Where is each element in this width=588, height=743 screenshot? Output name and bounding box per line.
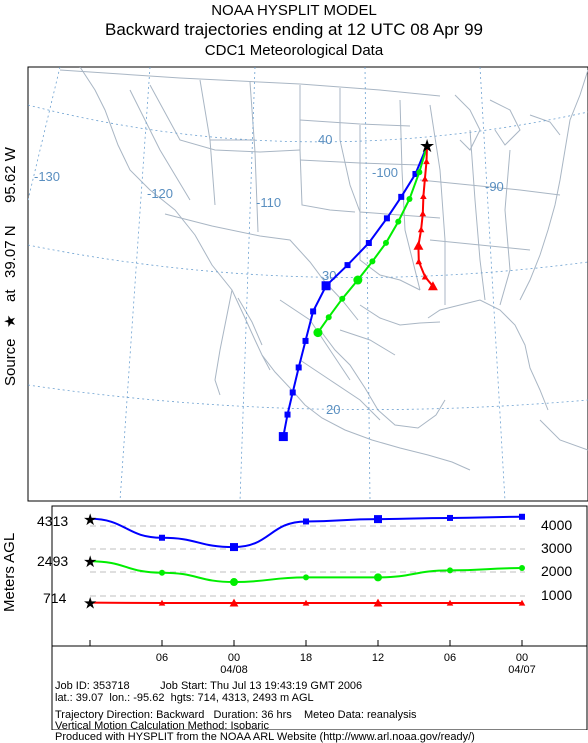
x-tick-label: 12: [372, 652, 384, 664]
height-point-4313: [303, 518, 309, 524]
trajectory-point-2493: [383, 240, 389, 246]
height-point-4313: [374, 515, 382, 523]
height-trajectories: ★ ★ ★: [83, 512, 525, 613]
height-axis-title: Meters AGL: [1, 533, 18, 612]
trajectory-point-4313: [322, 281, 331, 290]
latitude-line-40: [28, 105, 588, 142]
x-tick-label: 06: [444, 652, 456, 664]
y-tick-2000: 2000: [541, 563, 572, 579]
height-start-star-icon: ★: [83, 596, 97, 613]
height-start-star-icon: ★: [83, 512, 97, 529]
x-tick-label: 06: [156, 652, 168, 664]
lon-label-120: -120: [147, 186, 173, 201]
lon-label-100: -100: [372, 165, 398, 180]
map-trajectories: [279, 146, 438, 441]
height-point-4313: [159, 535, 165, 541]
height-point-4313: [230, 543, 238, 551]
height-start-star-icon: ★: [83, 554, 97, 571]
trajectory-point-2493: [353, 276, 362, 285]
source-location-label: Source ★ at 39.07 N 95.62 W: [2, 146, 19, 386]
start-height-mid: 2493: [37, 553, 68, 569]
longitude-line-90: [480, 67, 505, 501]
trajectory-point-2493: [326, 314, 332, 320]
trajectory-point-714: [420, 210, 427, 216]
height-x-labels: 06 00 18 12 06 00 04/08 04/07: [156, 652, 536, 676]
trajectory-point-4313: [290, 390, 296, 396]
trajectory-point-714: [415, 258, 422, 264]
start-height-labels: 4313 2493 714: [37, 513, 68, 606]
height-point-4313: [519, 514, 525, 520]
source-label-lon: 95.62 W: [2, 146, 19, 203]
source-label-star-icon: ★: [2, 315, 19, 328]
trajectory-point-4313: [296, 364, 302, 370]
trajectory-point-2493: [395, 219, 401, 225]
source-label-at: at: [2, 289, 19, 302]
source-label-lat: 39.07 N: [2, 225, 19, 278]
height-x-ticks: [90, 640, 522, 646]
trajectory-point-4313: [310, 308, 316, 314]
trajectory-point-4313: [398, 194, 404, 200]
height-point-4313: [447, 515, 453, 521]
map-area: 40 30 20 -130 -120 -110 -100 -90 ★: [28, 67, 588, 501]
lat-label-40: 40: [318, 132, 332, 147]
lon-label-110: -110: [256, 195, 281, 210]
trajectory-line-4313: [283, 146, 427, 437]
footer-job-line: Job ID: 353718 Job Start: Thu Jul 13 19:…: [55, 680, 362, 692]
footer-location-line: lat.: 39.07 lon.: -95.62 hgts: 714, 4313…: [55, 692, 314, 704]
lat-label-30: 30: [322, 268, 336, 283]
height-point-2493: [230, 578, 238, 586]
x-tick-label: 00: [516, 652, 528, 664]
start-height-low: 714: [43, 590, 67, 606]
height-point-2493: [159, 570, 165, 576]
trajectory-point-714: [420, 193, 427, 199]
trajectory-point-2493: [339, 296, 345, 302]
graticule-labels: 40 30 20 -130 -120 -110 -100 -90: [34, 132, 504, 417]
x-tick-label: 00: [228, 652, 240, 664]
lat-label-20: 20: [326, 402, 340, 417]
lon-label-130: -130: [34, 169, 60, 184]
trajectory-point-714: [413, 241, 423, 250]
height-axis-title-text: Meters AGL: [1, 533, 18, 612]
trajectory-point-4313: [279, 432, 288, 441]
trajectory-point-4313: [384, 215, 390, 221]
height-panel-frame: [52, 506, 587, 646]
footer-produced-line: Produced with HYSPLIT from the NOAA ARL …: [55, 731, 475, 743]
source-star-icon: ★: [419, 136, 435, 156]
start-height-high: 4313: [37, 513, 68, 529]
trajectory-point-714: [418, 226, 425, 232]
height-point-2493: [374, 573, 382, 581]
lon-label-90: -90: [485, 179, 504, 194]
longitude-line-110: [240, 67, 255, 501]
y-tick-3000: 3000: [541, 540, 572, 556]
map-graticule: [28, 67, 588, 501]
trajectory-point-4313: [345, 262, 351, 268]
trajectory-point-714: [422, 176, 429, 182]
map-frame: [28, 67, 588, 501]
height-point-2493: [519, 565, 525, 571]
longitude-line-100: [365, 67, 370, 501]
height-point-2493: [447, 567, 453, 573]
height-point-2493: [303, 574, 309, 580]
trajectory-point-2493: [416, 169, 422, 175]
trajectory-point-4313: [285, 412, 291, 418]
trajectory-point-2493: [406, 196, 412, 202]
y-tick-4000: 4000: [541, 517, 572, 533]
latitude-line-20: [28, 385, 588, 410]
trajectory-point-4313: [303, 338, 309, 344]
source-label-prefix: Source: [2, 338, 19, 386]
x-date-label-0408: 04/08: [220, 664, 248, 676]
y-tick-1000: 1000: [541, 587, 572, 603]
longitude-line-120: [120, 67, 150, 501]
trajectory-point-2493: [313, 328, 322, 337]
trajectory-point-4313: [366, 240, 372, 246]
height-y-ticks: 4000 3000 2000 1000: [541, 517, 572, 603]
trajectory-point-2493: [369, 258, 375, 264]
x-date-label-0407: 04/07: [508, 664, 536, 676]
x-tick-label: 18: [300, 652, 312, 664]
latitude-line-30: [28, 245, 588, 278]
